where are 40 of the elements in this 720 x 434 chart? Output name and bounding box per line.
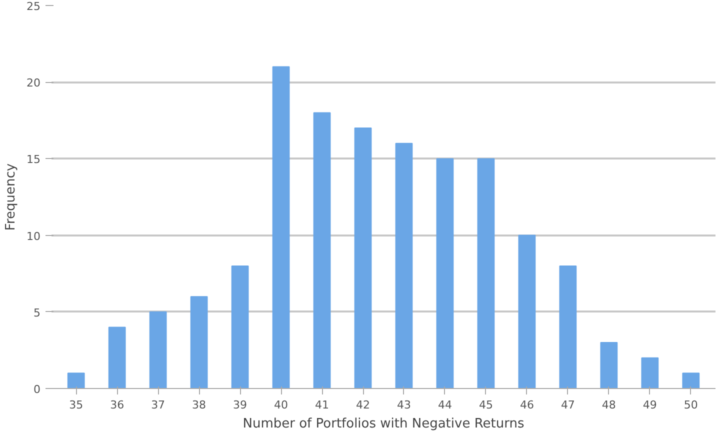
bar [559, 265, 577, 388]
x-tick-label: 44 [438, 398, 452, 412]
x-tick-label: 40 [274, 398, 288, 412]
bar [149, 311, 167, 388]
x-tick-label: 35 [69, 398, 84, 412]
y-axis-title: Frequency [4, 163, 19, 231]
bar [354, 128, 372, 388]
x-tick-label: 50 [684, 398, 698, 412]
bar [272, 66, 290, 388]
bar [395, 142, 413, 388]
x-tick-label: 43 [396, 398, 411, 412]
x-tick-label: 46 [520, 398, 534, 412]
x-axis-title: Number of Portfolios with Negative Returns [242, 416, 524, 432]
x-tick-label: 38 [192, 398, 206, 412]
bar [682, 372, 700, 388]
x-tick-label: 48 [602, 398, 616, 412]
bar [108, 326, 126, 388]
bar [518, 234, 536, 388]
y-tick-label: 25 [26, 0, 41, 13]
bar [313, 112, 331, 388]
y-tick-label: 20 [26, 76, 41, 90]
y-tick-label: 5 [34, 306, 40, 320]
x-tick-label: 41 [315, 398, 330, 412]
y-tick-label: 10 [26, 230, 41, 243]
bar [190, 296, 208, 388]
x-tick-label: 47 [560, 398, 575, 412]
x-tick-label: 36 [110, 398, 124, 412]
bar [600, 342, 618, 388]
bar [231, 265, 249, 388]
x-tick-label: 37 [151, 398, 166, 412]
x-tick-label: 42 [356, 398, 370, 412]
x-tick-label: 45 [478, 398, 493, 412]
y-tick-label: 0 [34, 383, 40, 396]
bar [436, 158, 454, 388]
bar [477, 158, 495, 388]
x-tick-label: 39 [233, 398, 248, 412]
bar [67, 372, 85, 388]
y-tick-label: 15 [26, 153, 41, 166]
x-tick-label: 49 [642, 398, 657, 412]
bar [641, 357, 659, 388]
